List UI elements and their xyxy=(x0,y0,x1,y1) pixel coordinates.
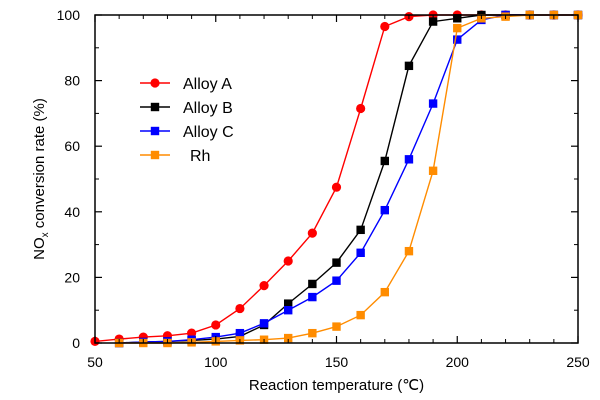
data-point-alloy-b xyxy=(332,258,341,267)
data-point-rh xyxy=(284,333,293,343)
legend-marker xyxy=(150,102,160,112)
data-point-alloy-c xyxy=(356,248,365,257)
data-point-alloy-c xyxy=(453,35,462,44)
series-alloy-a xyxy=(90,10,583,346)
data-point-alloy-b xyxy=(380,156,389,166)
data-point-alloy-a xyxy=(331,182,342,192)
data-point-rh xyxy=(453,23,462,33)
legend-label: Alloy A xyxy=(183,76,232,93)
legend-entry-alloy-b: Alloy B xyxy=(140,100,233,117)
series-rh xyxy=(114,10,583,348)
series-line-rh xyxy=(119,14,578,344)
data-point-rh xyxy=(356,310,365,320)
data-point-alloy-a xyxy=(356,103,366,114)
legend-entry-alloy-c: Alloy C xyxy=(140,124,234,141)
legend-marker xyxy=(150,126,160,136)
data-point-alloy-a xyxy=(187,328,197,338)
data-point-alloy-b xyxy=(428,17,438,26)
x-tick-label: 250 xyxy=(566,354,590,370)
legend-entry-rh: Rh xyxy=(140,148,210,165)
x-tick-label: 50 xyxy=(87,354,103,370)
data-point-rh xyxy=(332,322,341,331)
legend-marker xyxy=(150,78,160,88)
series-line-alloy-b xyxy=(119,14,578,344)
data-point-alloy-a xyxy=(259,281,269,291)
data-point-rh xyxy=(428,166,438,175)
legend-label: Alloy C xyxy=(183,124,234,141)
legend-marker xyxy=(150,150,160,160)
legend: Alloy A Alloy B Alloy C Rh xyxy=(140,76,234,165)
series-alloy-b xyxy=(114,10,583,348)
y-tick-label: 100 xyxy=(57,7,81,23)
data-point-alloy-c xyxy=(332,276,341,285)
data-point-alloy-b xyxy=(404,61,414,71)
data-point-alloy-a xyxy=(211,320,221,330)
plot-area xyxy=(90,10,583,348)
series-alloy-c xyxy=(114,10,583,348)
x-axis-label: Reaction temperature (℃) xyxy=(249,377,424,394)
legend-label: Alloy B xyxy=(183,100,233,117)
data-point-alloy-c xyxy=(404,155,414,164)
legend-entry-alloy-a: Alloy A xyxy=(140,76,232,93)
data-point-alloy-c xyxy=(284,306,293,315)
data-point-alloy-c xyxy=(308,292,317,302)
legend-label: Rh xyxy=(190,148,210,165)
y-tick-label: 60 xyxy=(64,138,80,154)
y-tick-label: 80 xyxy=(64,73,80,89)
data-point-alloy-b xyxy=(284,299,293,308)
y-axis-label: NOx conversion rate (%) xyxy=(31,98,51,260)
y-tick-label: 20 xyxy=(64,269,80,285)
data-point-alloy-b xyxy=(308,279,317,289)
plot-frame xyxy=(94,14,579,344)
x-tick-label: 200 xyxy=(446,354,470,370)
data-point-alloy-a xyxy=(283,256,293,266)
data-point-alloy-a xyxy=(307,228,317,238)
data-point-alloy-c xyxy=(259,319,269,328)
series-line-alloy-a xyxy=(94,14,578,343)
data-point-alloy-c xyxy=(235,328,245,338)
x-tick-label: 150 xyxy=(325,354,349,370)
series-line-alloy-c xyxy=(119,14,578,344)
data-point-rh xyxy=(308,328,317,338)
axis-ticks: 50 100 150 200 250 0 20 40 60 80 100 xyxy=(57,7,590,370)
y-tick-label: 40 xyxy=(64,204,80,220)
data-point-rh xyxy=(380,287,389,297)
data-point-alloy-a xyxy=(380,21,390,32)
data-point-alloy-b xyxy=(356,225,365,235)
x-tick-label: 100 xyxy=(204,354,228,370)
data-point-rh xyxy=(404,246,414,256)
data-point-alloy-a xyxy=(235,303,245,314)
data-point-alloy-c xyxy=(428,99,438,108)
data-point-alloy-c xyxy=(380,205,389,215)
y-tick-label: 0 xyxy=(72,335,80,351)
